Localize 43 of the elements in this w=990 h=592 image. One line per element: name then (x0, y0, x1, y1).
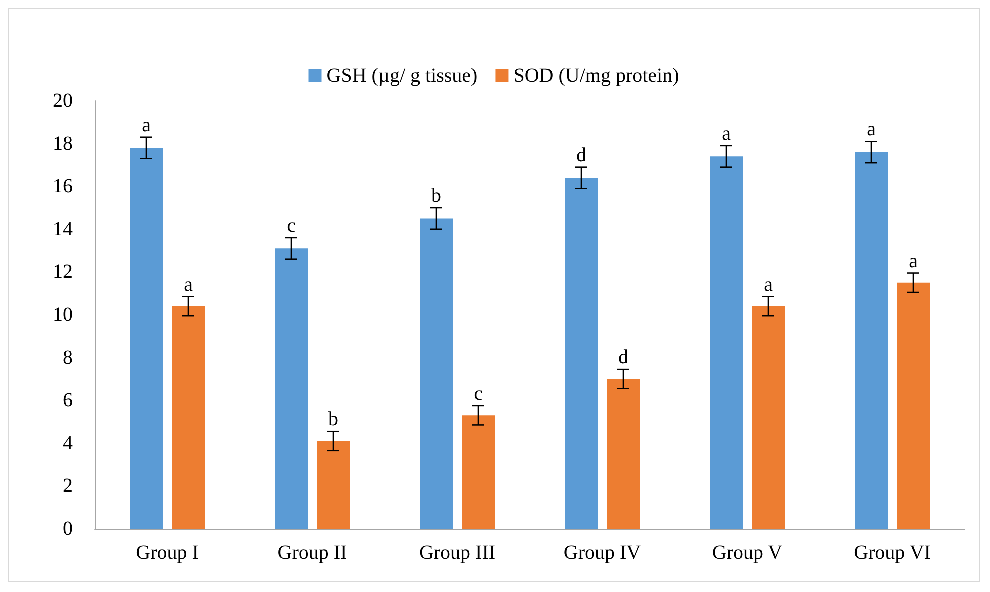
annotation: a (722, 122, 732, 145)
x-tick-label: Group V (712, 542, 784, 564)
x-tick-label: Group I (136, 542, 199, 564)
annotation: a (764, 274, 774, 296)
x-tick-label: Group IV (564, 542, 642, 564)
bar (462, 416, 495, 529)
annotation: a (184, 274, 194, 296)
y-tick-label: 0 (63, 518, 73, 540)
y-tick-label: 6 (63, 390, 73, 412)
bar (130, 148, 163, 529)
annotation: d (618, 346, 628, 369)
annotation: b (432, 185, 442, 207)
y-tick-label: 16 (53, 176, 73, 198)
annotation: c (474, 382, 484, 405)
annotation: a (909, 250, 918, 272)
y-tick-label: 2 (63, 475, 73, 498)
x-tick-label: Group III (419, 542, 496, 564)
annotation: a (867, 118, 876, 141)
bar (607, 379, 640, 529)
y-tick-label: 20 (53, 90, 73, 112)
bar (275, 248, 308, 529)
y-tick-label: 8 (63, 346, 73, 369)
bar (317, 441, 350, 529)
legend-label: GSH (µg/ g tissue) (326, 65, 478, 87)
y-tick-label: 12 (53, 261, 73, 284)
annotation: c (287, 214, 296, 237)
bar (172, 306, 205, 529)
bar (565, 178, 598, 529)
x-tick-label: Group II (278, 542, 348, 564)
bar (752, 306, 785, 529)
bar (710, 156, 743, 529)
x-tick-label: Group VI (854, 542, 931, 564)
bar (897, 282, 930, 529)
y-tick-label: 4 (63, 432, 73, 454)
bar (420, 218, 453, 529)
annotation: b (328, 408, 338, 431)
y-tick-label: 10 (53, 304, 73, 326)
y-tick-label: 14 (53, 218, 73, 240)
legend-label: SOD (U/mg protein) (514, 65, 680, 87)
annotation: d (576, 144, 586, 166)
bar (855, 152, 888, 529)
y-tick-label: 18 (53, 132, 73, 155)
annotation: a (142, 114, 152, 136)
